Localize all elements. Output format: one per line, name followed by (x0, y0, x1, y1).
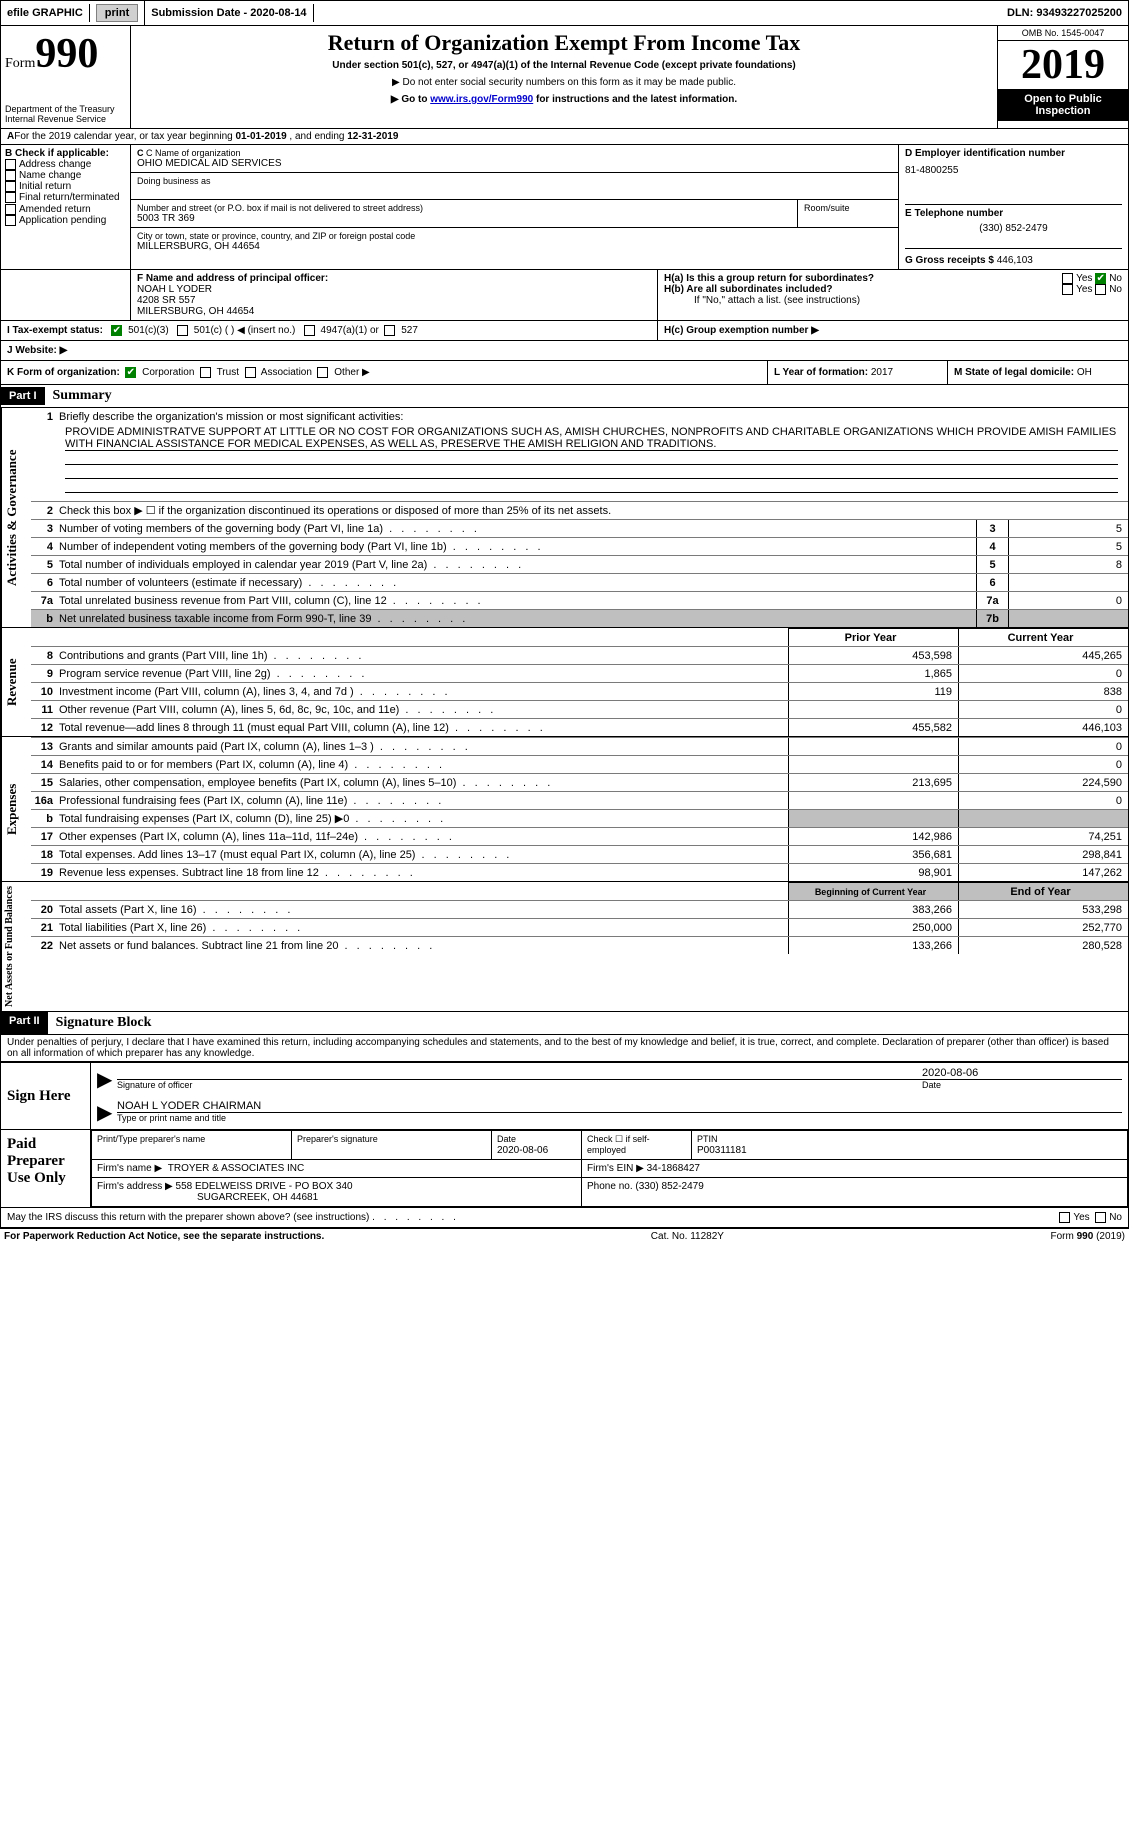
summary-line-6: 6Total number of volunteers (estimate if… (31, 573, 1128, 591)
print-button-cell: print (90, 1, 145, 25)
dept-treasury: Department of the Treasury (5, 104, 126, 114)
501c3-check (111, 325, 122, 336)
summary-line-9: 9Program service revenue (Part VIII, lin… (31, 664, 1128, 682)
box-b: B Check if applicable: Address change Na… (1, 145, 131, 269)
summary-line-b: bTotal fundraising expenses (Part IX, co… (31, 809, 1128, 827)
signature-block: Sign Here ▶ 2020-08-06 Signature of offi… (0, 1061, 1129, 1208)
form-title: Return of Organization Exempt From Incom… (139, 30, 989, 56)
note-ssn: ▶ Do not enter social security numbers o… (139, 77, 989, 88)
arrow-icon: ▶ (97, 1100, 117, 1125)
vert-revenue: Revenue (1, 628, 31, 736)
box-l: L Year of formation: 2017 (768, 361, 948, 384)
preparer-table: Print/Type preparer's name Preparer's si… (91, 1130, 1128, 1207)
prior-year-header: Prior Year (788, 628, 958, 646)
summary-line-7a: 7aTotal unrelated business revenue from … (31, 591, 1128, 609)
summary-line-19: 19Revenue less expenses. Subtract line 1… (31, 863, 1128, 881)
summary-line-8: 8Contributions and grants (Part VIII, li… (31, 646, 1128, 664)
boy-header: Beginning of Current Year (788, 882, 958, 900)
summary-line-21: 21Total liabilities (Part X, line 26)250… (31, 918, 1128, 936)
summary-line-4: 4Number of independent voting members of… (31, 537, 1128, 555)
box-k: K Form of organization: Corporation Trus… (1, 361, 768, 384)
vert-netassets: Net Assets or Fund Balances (1, 882, 31, 1011)
city-state-zip: MILLERSBURG, OH 44654 (137, 241, 892, 252)
tax-year: 2019 (998, 41, 1128, 89)
mission-text: PROVIDE ADMINISTRATVE SUPPORT AT LITTLE … (31, 426, 1128, 493)
paid-preparer-label: Paid Preparer Use Only (1, 1130, 91, 1207)
part2-header: Part II (1, 1012, 48, 1034)
part2-title: Signature Block (48, 1012, 160, 1034)
corp-check (125, 367, 136, 378)
page-footer: For Paperwork Reduction Act Notice, see … (0, 1228, 1129, 1244)
summary-line-16a: 16aProfessional fundraising fees (Part I… (31, 791, 1128, 809)
officer-group-block: F Name and address of principal officer:… (0, 270, 1129, 321)
vert-activities: Activities & Governance (1, 408, 31, 627)
ein: 81-4800255 (905, 165, 1122, 176)
form-header: Form990 Department of the Treasury Inter… (0, 26, 1129, 129)
summary-line-7b: bNet unrelated business taxable income f… (31, 609, 1128, 627)
dba-value (137, 186, 892, 196)
sign-here-label: Sign Here (1, 1063, 91, 1129)
box-m: M State of legal domicile: OH (948, 361, 1128, 384)
summary-line-15: 15Salaries, other compensation, employee… (31, 773, 1128, 791)
line2: Check this box ▶ ☐ if the organization d… (59, 502, 1128, 519)
firm-phone: (330) 852-2479 (635, 1181, 703, 1192)
summary-line-18: 18Total expenses. Add lines 13–17 (must … (31, 845, 1128, 863)
officer-name: NOAH L YODER CHAIRMAN (117, 1100, 1122, 1113)
summary-line-3: 3Number of voting members of the governi… (31, 519, 1128, 537)
sig-date: 2020-08-06 (922, 1067, 1122, 1079)
box-c: C C Name of organization OHIO MEDICAL AI… (131, 145, 898, 269)
street-address: 5003 TR 369 (137, 213, 791, 224)
box-h: H(a) Is this a group return for subordin… (658, 270, 1128, 320)
discuss-line: May the IRS discuss this return with the… (0, 1208, 1129, 1228)
line1-label: Briefly describe the organization's miss… (59, 409, 1128, 425)
summary-line-5: 5Total number of individuals employed in… (31, 555, 1128, 573)
part1-header: Part I (1, 387, 45, 405)
phone: (330) 852-2479 (905, 223, 1122, 234)
top-bar: efile GRAPHIC print Submission Date - 20… (0, 0, 1129, 26)
vert-expenses: Expenses (1, 737, 31, 881)
box-hc: H(c) Group exemption number ▶ (658, 321, 1128, 340)
ha-no-check (1095, 273, 1106, 284)
irs-link[interactable]: www.irs.gov/Form990 (430, 94, 533, 105)
ptin: P00311181 (697, 1145, 747, 1156)
firm-name: TROYER & ASSOCIATES INC (168, 1163, 305, 1174)
summary-line-14: 14Benefits paid to or for members (Part … (31, 755, 1128, 773)
firm-address: 558 EDELWEISS DRIVE - PO BOX 340 (176, 1181, 353, 1192)
print-button[interactable]: print (96, 4, 138, 22)
eoy-header: End of Year (958, 882, 1128, 900)
gross-receipts: 446,103 (997, 255, 1033, 266)
form-number: Form990 (5, 30, 126, 78)
org-name: OHIO MEDICAL AID SERVICES (137, 158, 892, 169)
summary-line-22: 22Net assets or fund balances. Subtract … (31, 936, 1128, 954)
summary-line-10: 10Investment income (Part VIII, column (… (31, 682, 1128, 700)
box-i: I Tax-exempt status: 501(c)(3) 501(c) ( … (1, 321, 658, 340)
summary-line-20: 20Total assets (Part X, line 16)383,2665… (31, 900, 1128, 918)
form-subtitle: Under section 501(c), 527, or 4947(a)(1)… (139, 60, 989, 71)
firm-ein: 34-1868427 (647, 1163, 700, 1174)
submission-cell: Submission Date - 2020-08-14 (145, 4, 313, 22)
open-to-public: Open to Public Inspection (998, 89, 1128, 121)
efile-label: efile GRAPHIC (1, 4, 90, 22)
entity-block: B Check if applicable: Address change Na… (0, 145, 1129, 270)
dln-cell: DLN: 93493227025200 (1001, 4, 1128, 22)
summary-line-12: 12Total revenue—add lines 8 through 11 (… (31, 718, 1128, 736)
box-f: F Name and address of principal officer:… (131, 270, 658, 320)
irs-label: Internal Revenue Service (5, 114, 126, 124)
summary-line-13: 13Grants and similar amounts paid (Part … (31, 737, 1128, 755)
note-link: ▶ Go to www.irs.gov/Form990 for instruct… (139, 94, 989, 105)
current-year-header: Current Year (958, 628, 1128, 646)
box-j: J Website: ▶ (1, 341, 1128, 360)
arrow-icon: ▶ (97, 1067, 117, 1092)
summary-line-17: 17Other expenses (Part IX, column (A), l… (31, 827, 1128, 845)
line-a-period: AFor the 2019 calendar year, or tax year… (0, 129, 1129, 145)
omb-number: OMB No. 1545-0047 (998, 26, 1128, 41)
part1-title: Summary (45, 385, 120, 407)
summary-line-11: 11Other revenue (Part VIII, column (A), … (31, 700, 1128, 718)
perjury-declaration: Under penalties of perjury, I declare th… (0, 1034, 1129, 1061)
